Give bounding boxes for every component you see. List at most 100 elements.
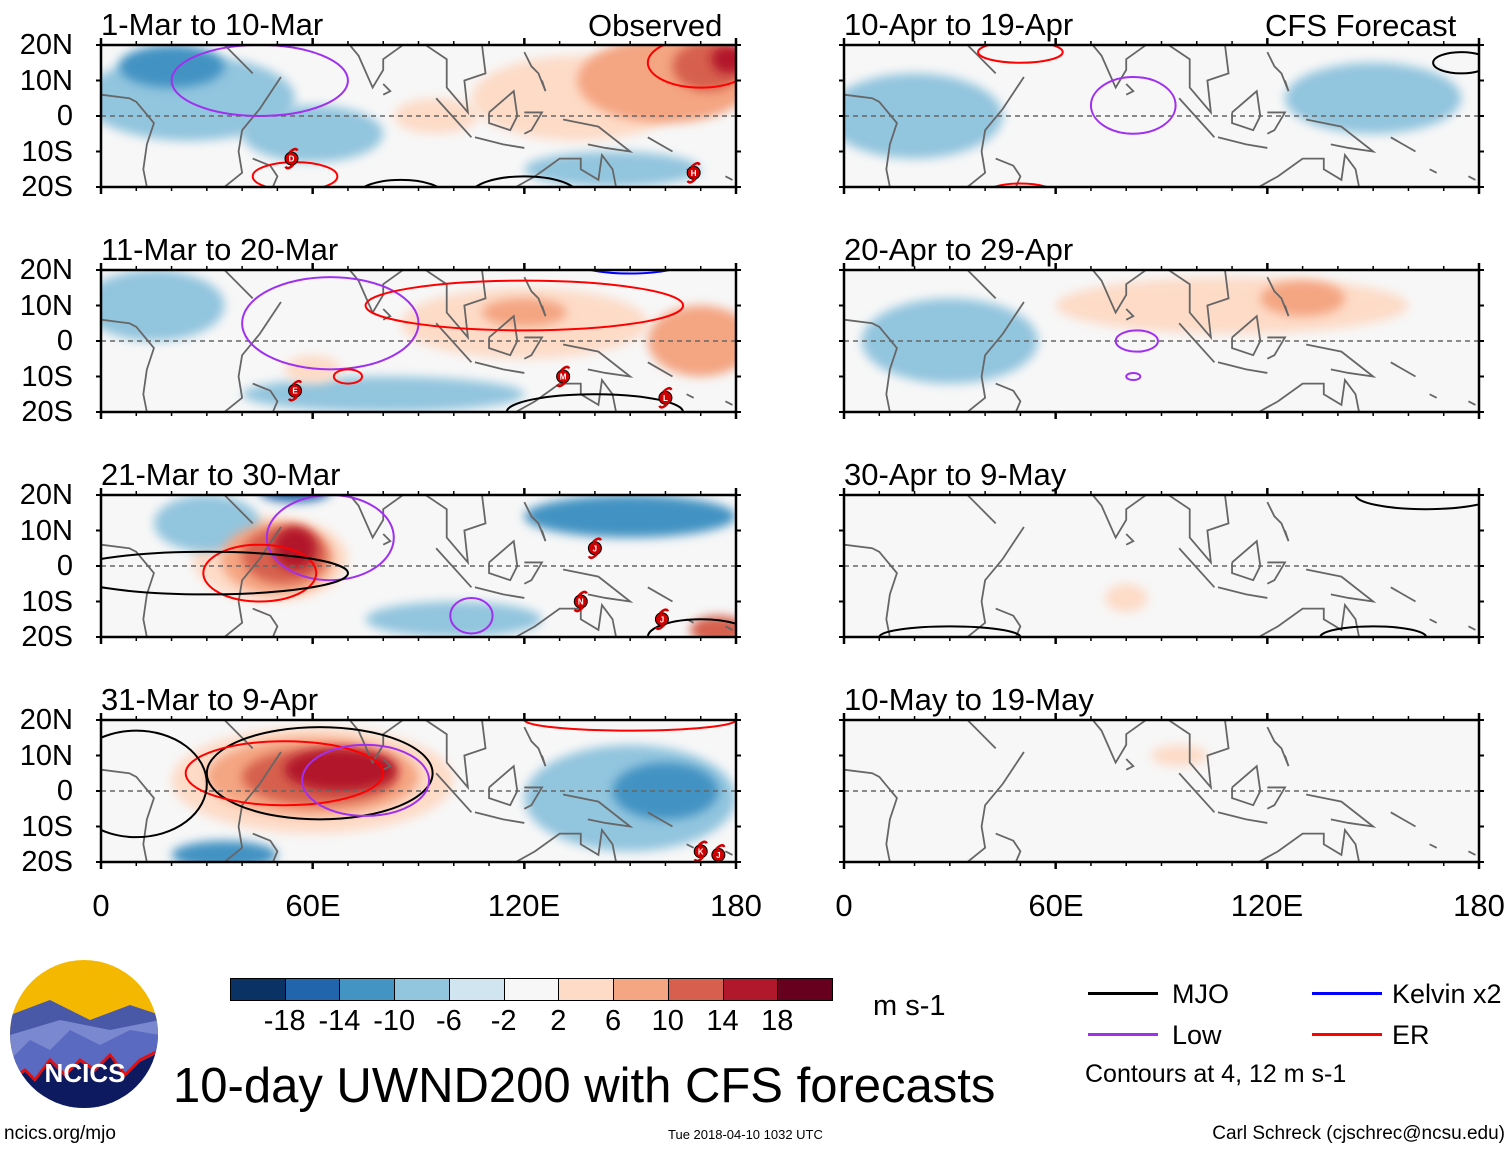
coastline xyxy=(223,301,282,412)
coastline xyxy=(523,276,547,317)
coastline xyxy=(1178,547,1216,588)
coastline xyxy=(435,322,473,363)
coastline xyxy=(101,768,155,862)
mjo-contour xyxy=(474,175,575,187)
forecast-label: CFS Forecast xyxy=(1265,8,1457,43)
coastline xyxy=(647,811,673,828)
coastline xyxy=(844,93,898,187)
coastline xyxy=(523,51,547,92)
anomaly-region xyxy=(647,305,736,377)
coastline xyxy=(1266,336,1287,360)
legend-er-line xyxy=(1312,1033,1382,1036)
coastline xyxy=(725,850,733,856)
coastline xyxy=(1091,495,1148,540)
legend-er-label: ER xyxy=(1392,1020,1430,1050)
colorbar-swatch xyxy=(558,978,615,1001)
tropical-cyclone-icon: J xyxy=(654,608,670,631)
coastline xyxy=(995,832,1022,862)
low-contour xyxy=(265,495,395,582)
coastline xyxy=(514,827,617,862)
coastline xyxy=(1429,168,1438,174)
author-credit: Carl Schreck (cjschrec@ncsu.edu) xyxy=(1212,1123,1505,1144)
anomaly-region xyxy=(1055,277,1409,334)
panel-title: 31-Mar to 9-Apr xyxy=(101,682,319,717)
kelvin-contour xyxy=(586,270,674,275)
lat-label: 0 xyxy=(56,775,73,807)
coastline xyxy=(1231,314,1262,357)
coastline xyxy=(223,45,254,75)
colorbar-swatch xyxy=(230,978,286,1001)
colorbar-label: -14 xyxy=(318,1005,361,1037)
map-panel: E M L xyxy=(96,263,741,419)
colorbar-label: -18 xyxy=(263,1005,306,1037)
map-panel xyxy=(839,488,1484,644)
panel-title: 20-Apr to 29-Apr xyxy=(844,232,1074,267)
mjo-contour xyxy=(878,625,1022,637)
colorbar-swatch xyxy=(722,978,779,1001)
map-panel xyxy=(839,263,1484,419)
lat-label: 20S xyxy=(21,171,73,203)
low-contour xyxy=(449,596,494,635)
anomaly-region xyxy=(171,840,278,862)
lon-label: 180 xyxy=(1453,888,1505,923)
lat-label: 20S xyxy=(21,621,73,653)
tropical-cyclone-icon: L xyxy=(658,386,673,409)
anomaly-region xyxy=(612,762,719,820)
coastline xyxy=(474,136,525,149)
lon-label: 60E xyxy=(285,888,341,923)
map-panel xyxy=(839,38,1484,194)
coastline xyxy=(425,495,487,566)
anomaly-region xyxy=(861,298,1039,384)
coastline xyxy=(995,382,1022,412)
coastline xyxy=(523,786,544,810)
coastline xyxy=(1168,270,1230,341)
coastline xyxy=(474,811,525,824)
coastline xyxy=(1257,827,1360,862)
coastline xyxy=(1266,276,1290,317)
coastline xyxy=(1468,625,1476,631)
storm-letter: H xyxy=(691,169,697,178)
colorbar-swatch xyxy=(503,978,560,1001)
coastline xyxy=(1468,850,1476,856)
map-panel: J N J xyxy=(96,488,741,644)
coastline xyxy=(1266,51,1290,92)
storm-letter: K xyxy=(698,847,704,856)
coastline xyxy=(725,625,733,631)
source-url[interactable]: ncics.org/mjo xyxy=(4,1123,116,1144)
lat-label: 10S xyxy=(21,585,73,618)
ncics-logo: NCICS xyxy=(10,960,158,1108)
coastline xyxy=(995,157,1022,187)
low-contour xyxy=(301,743,431,817)
coastline xyxy=(647,586,673,603)
lat-label: 10N xyxy=(19,64,73,97)
er-contour xyxy=(202,543,318,603)
lon-label: 0 xyxy=(92,888,110,923)
storm-letter: M xyxy=(560,373,567,382)
coastline xyxy=(1266,726,1290,767)
anomaly-region xyxy=(365,601,542,637)
lon-label: 180 xyxy=(710,888,762,923)
coastline xyxy=(562,568,634,603)
coastline xyxy=(966,76,1025,187)
coastline xyxy=(1257,152,1360,187)
coastline xyxy=(1468,175,1476,181)
panel-title: 21-Mar to 30-Mar xyxy=(101,457,341,492)
tropical-cyclone-icon: D xyxy=(284,147,299,170)
coastline xyxy=(1178,97,1216,138)
anomaly-region xyxy=(1260,280,1345,317)
coastline xyxy=(1231,539,1262,582)
coastline xyxy=(252,157,279,187)
coastline xyxy=(1231,764,1262,807)
coastline xyxy=(1125,758,1135,771)
coastline xyxy=(725,175,733,181)
coastline xyxy=(1390,811,1416,828)
coastline xyxy=(1429,393,1438,399)
coastline xyxy=(966,526,1025,637)
coastline xyxy=(1390,136,1416,153)
coastline xyxy=(647,136,673,153)
coastline xyxy=(435,772,473,813)
coastline xyxy=(1257,377,1360,412)
coastline xyxy=(1429,843,1438,849)
coastline xyxy=(1168,720,1230,791)
colorbar-label: 14 xyxy=(706,1005,739,1037)
